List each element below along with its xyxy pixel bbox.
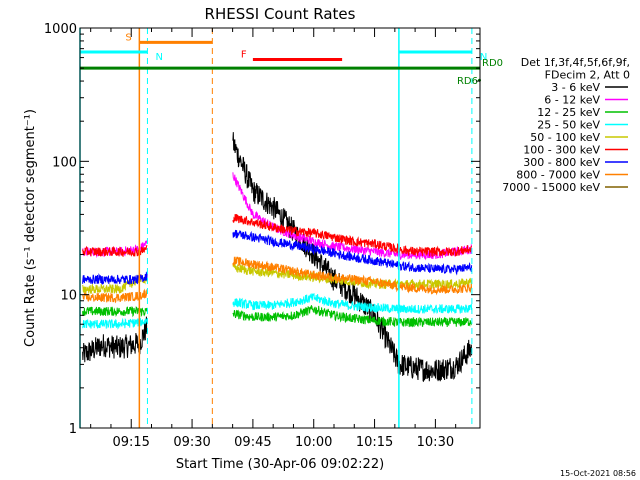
legend-label: 300 - 800 keV xyxy=(523,156,600,169)
plot-area xyxy=(82,132,473,383)
axes: 1 10 100 1000 09:15 09:30 09:45 10:00 10:15 10:30 xyxy=(44,22,481,450)
legend-label: 12 - 25 keV xyxy=(537,106,600,119)
legend-label: 25 - 50 keV xyxy=(537,119,600,132)
y-tick-label: 100 xyxy=(52,155,77,170)
series-line xyxy=(82,256,473,304)
y-tick-label: 10 xyxy=(60,289,77,304)
series-line xyxy=(82,213,473,258)
x-tick-label: 09:45 xyxy=(234,435,271,450)
annotation-label: F xyxy=(241,50,247,61)
legend-label: 100 - 300 keV xyxy=(523,144,600,157)
series-line xyxy=(82,305,473,328)
legend-label: 50 - 100 keV xyxy=(530,131,600,144)
legend-header: Det 1f,3f,4f,5f,6f,9f, xyxy=(521,56,630,69)
plot-frame xyxy=(79,27,481,429)
annotation-label: N xyxy=(155,52,162,63)
legend-label: 800 - 7000 keV xyxy=(516,169,600,182)
vertical-markers xyxy=(79,28,473,428)
annotation-label: RD6 xyxy=(457,76,478,87)
legend-label: 7000 - 15000 keV xyxy=(502,181,600,194)
annotation-label: RD0 xyxy=(482,58,503,69)
series-line xyxy=(82,229,473,286)
x-tick-label: 10:30 xyxy=(417,435,454,450)
timestamp: 15-Oct-2021 08:56 xyxy=(560,469,636,478)
legend-label: 3 - 6 keV xyxy=(551,81,600,94)
chart-title: RHESSI Count Rates xyxy=(205,5,356,23)
annotations: S N N F RD0 RD6 xyxy=(80,32,503,87)
x-tick-label: 10:15 xyxy=(356,435,393,450)
y-tick-label: 1 xyxy=(69,422,77,437)
series-line xyxy=(82,292,473,330)
annotation-label: N xyxy=(480,52,487,63)
legend-header: FDecim 2, Att 0 xyxy=(545,69,630,82)
y-axis-label: Count Rate (s⁻¹ detector segment⁻¹) xyxy=(23,109,38,347)
legend: Det 1f,3f,4f,5f,6f,9f,FDecim 2, Att 03 -… xyxy=(502,56,630,194)
legend-label: 6 - 12 keV xyxy=(544,94,600,107)
x-tick-label: 10:00 xyxy=(295,435,332,450)
annotation-label: S xyxy=(125,32,131,43)
x-axis-label: Start Time (30-Apr-06 09:02:22) xyxy=(176,457,384,472)
x-tick-label: 09:15 xyxy=(112,435,149,450)
y-tick-label: 1000 xyxy=(44,22,77,37)
x-tick-label: 09:30 xyxy=(173,435,210,450)
